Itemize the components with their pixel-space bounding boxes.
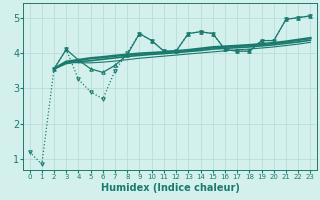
X-axis label: Humidex (Indice chaleur): Humidex (Indice chaleur) (100, 183, 239, 193)
